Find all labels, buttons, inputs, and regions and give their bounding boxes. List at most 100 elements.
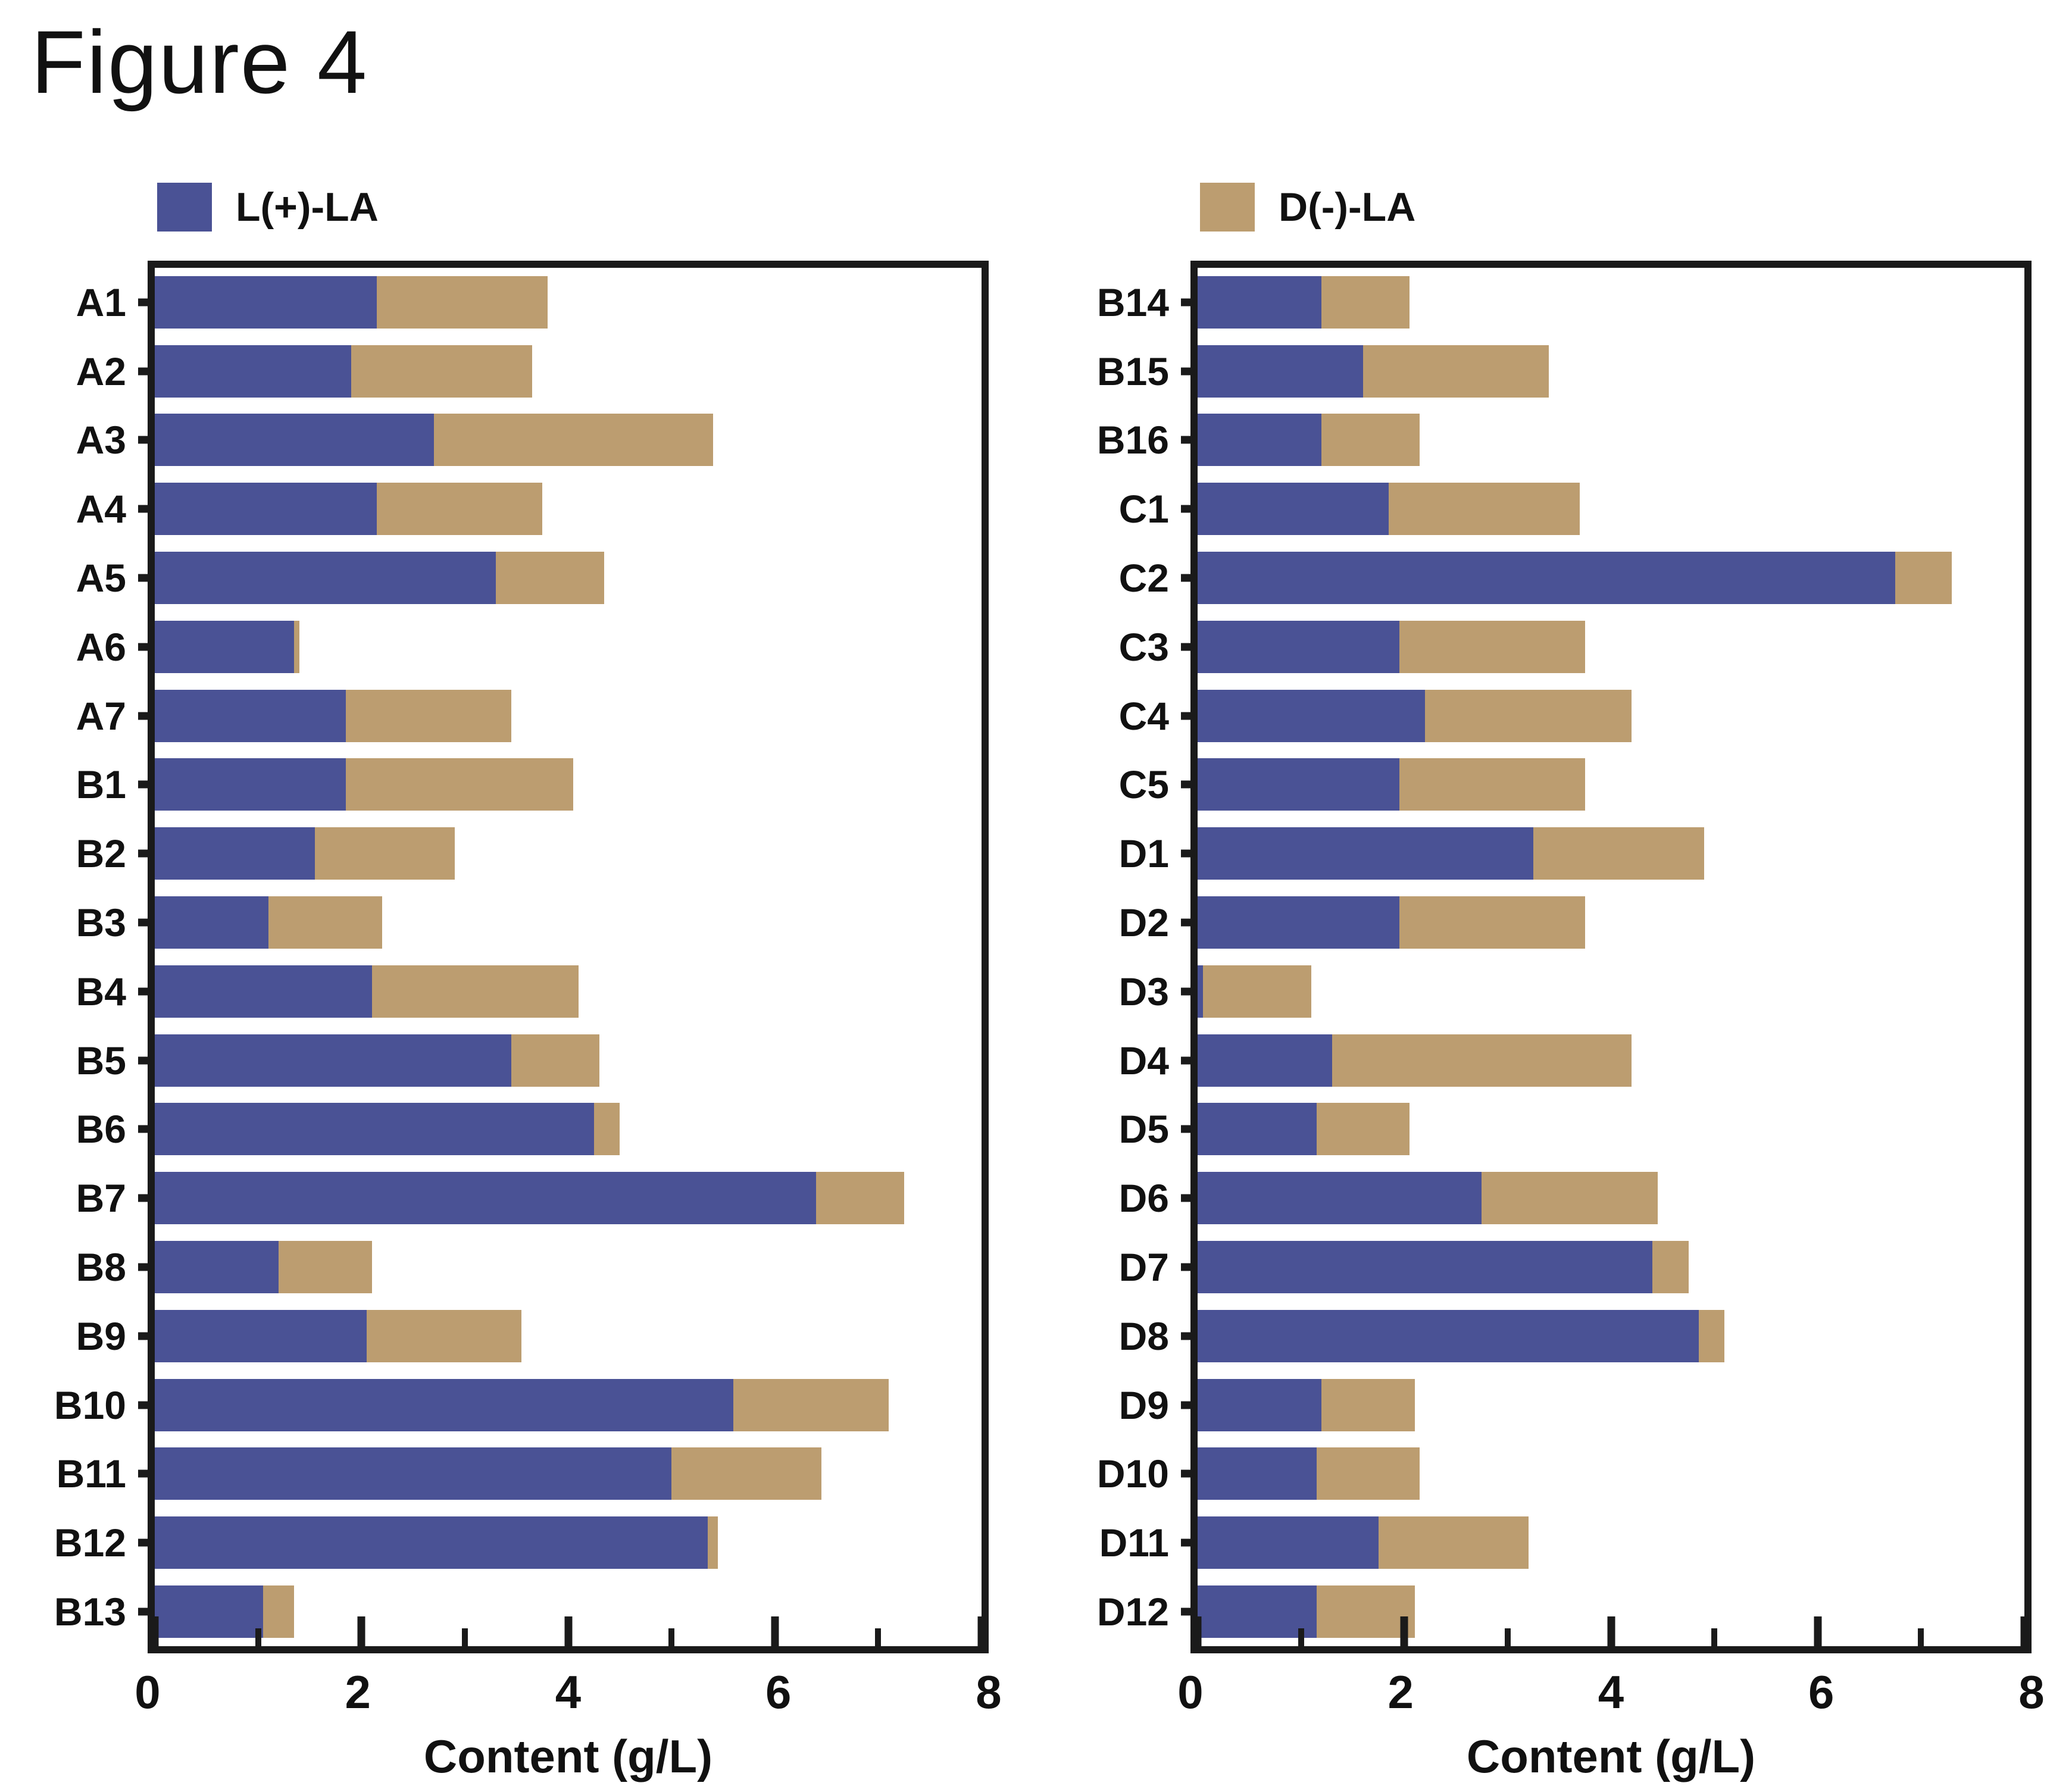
x-axis-title-right: Content (g/L)	[1466, 1730, 1756, 1782]
stacked-bar-D4	[1198, 1034, 2024, 1087]
x-minor-tick-5	[668, 1628, 675, 1646]
bar-row-D1: D1	[1119, 819, 2024, 888]
bar-segment-l-la-B5	[155, 1034, 511, 1087]
stacked-bar-B16	[1198, 414, 2024, 467]
category-tick-D1	[1181, 849, 1198, 858]
bar-segment-l-la-C2	[1198, 552, 1895, 605]
category-tick-D5	[1181, 1125, 1198, 1133]
bar-segment-l-la-B7	[155, 1172, 817, 1225]
bar-row-D4: D4	[1119, 1026, 2024, 1095]
category-tick-D9	[1181, 1401, 1198, 1409]
category-tick-D6	[1181, 1194, 1198, 1202]
category-tick-B3	[138, 918, 155, 927]
bar-segment-l-la-B4	[155, 965, 372, 1018]
bar-segment-l-la-D5	[1198, 1103, 1317, 1156]
stacked-bar-A3	[155, 414, 982, 467]
bar-row-B9: B9	[76, 1302, 982, 1371]
bar-segment-l-la-B1	[155, 758, 346, 811]
category-tick-A5	[138, 574, 155, 582]
category-label-B1: B1	[76, 762, 126, 807]
bar-segment-l-la-D11	[1198, 1516, 1379, 1569]
bar-segment-d-la-D11	[1378, 1516, 1529, 1569]
stacked-bar-A5	[155, 552, 982, 605]
category-label-D1: D1	[1118, 831, 1169, 876]
category-tick-A7	[138, 712, 155, 720]
bar-segment-l-la-A2	[155, 345, 351, 398]
category-tick-B9	[138, 1332, 155, 1340]
bar-segment-d-la-A6	[294, 620, 300, 673]
bar-row-A5: A5	[76, 543, 982, 612]
x-tick-label-6: 6	[1808, 1666, 1835, 1718]
x-tick-label-0: 0	[1177, 1666, 1204, 1718]
bar-row-A2: A2	[76, 337, 982, 406]
bar-segment-l-la-C5	[1198, 758, 1399, 811]
bar-segment-l-la-B10	[155, 1378, 734, 1431]
category-tick-C4	[1181, 712, 1198, 720]
bar-row-C4: C4	[1119, 681, 2024, 750]
category-label-D8: D8	[1118, 1313, 1169, 1358]
category-label-D12: D12	[1096, 1590, 1169, 1634]
stacked-bar-D12	[1198, 1585, 2024, 1638]
category-tick-B8	[138, 1263, 155, 1271]
x-tick-label-4: 4	[555, 1666, 582, 1718]
category-tick-D7	[1181, 1263, 1198, 1271]
stacked-bar-B4	[155, 965, 982, 1018]
category-tick-A6	[138, 643, 155, 651]
bar-segment-l-la-D1	[1198, 827, 1534, 880]
category-label-D5: D5	[1118, 1107, 1169, 1152]
category-label-D4: D4	[1118, 1038, 1169, 1083]
bar-segment-d-la-D7	[1652, 1241, 1689, 1294]
bar-row-C5: C5	[1119, 750, 2024, 820]
x-tick-label-6: 6	[765, 1666, 792, 1718]
category-label-B12: B12	[54, 1521, 126, 1565]
chart-panel-left: L(+)-LA A1 A2 A3 A4 A5 A6 A7 B1 B2 B3 B4 B5 B6 B7 B8 B9…	[54, 183, 1002, 1782]
bar-row-A3: A3	[76, 406, 982, 475]
category-tick-B5	[138, 1056, 155, 1065]
bar-segment-d-la-B14	[1321, 276, 1410, 329]
category-label-B13: B13	[54, 1590, 126, 1634]
bar-segment-d-la-B4	[371, 965, 579, 1018]
stacked-bar-B8	[155, 1241, 982, 1294]
bar-segment-l-la-B13	[155, 1585, 264, 1638]
stacked-bar-C3	[1198, 620, 2024, 673]
x-major-tick-2	[1400, 1616, 1408, 1646]
stacked-bar-B10	[155, 1378, 982, 1431]
stacked-bar-C1	[1198, 483, 2024, 536]
bar-segment-d-la-A5	[495, 552, 605, 605]
x-minor-tick-7	[1918, 1628, 1924, 1646]
category-tick-A2	[138, 367, 155, 376]
bar-row-A1: A1	[76, 268, 982, 337]
bar-row-B1: B1	[76, 750, 982, 820]
category-label-B10: B10	[54, 1383, 126, 1427]
stacked-bar-B13	[155, 1585, 982, 1638]
bar-row-C3: C3	[1119, 612, 2024, 681]
category-label-D9: D9	[1118, 1383, 1169, 1427]
stacked-bar-D10	[1198, 1447, 2024, 1500]
category-tick-B10	[138, 1401, 155, 1409]
bar-row-D11: D11	[1099, 1508, 2024, 1577]
bar-segment-l-la-D6	[1198, 1172, 1482, 1225]
legend-swatch-d-la	[1200, 183, 1255, 232]
bar-segment-d-la-B8	[279, 1241, 372, 1294]
bar-row-B4: B4	[76, 957, 982, 1026]
category-tick-B1	[138, 780, 155, 789]
bar-segment-d-la-D10	[1316, 1447, 1420, 1500]
x-major-tick-8	[977, 1616, 986, 1646]
x-major-tick-4	[1607, 1616, 1615, 1646]
bar-segment-l-la-B12	[155, 1516, 708, 1569]
category-label-A3: A3	[76, 418, 126, 462]
category-label-B6: B6	[76, 1107, 126, 1152]
bar-row-B15: B15	[1097, 337, 2024, 406]
bar-row-B11: B11	[57, 1440, 982, 1509]
bar-segment-d-la-D3	[1202, 965, 1311, 1018]
category-tick-D11	[1181, 1538, 1198, 1547]
x-tick-label-8: 8	[2018, 1666, 2045, 1718]
bar-segment-d-la-D6	[1482, 1172, 1658, 1225]
category-tick-D3	[1181, 987, 1198, 996]
x-major-tick-0	[151, 1616, 159, 1646]
bar-segment-d-la-C1	[1389, 483, 1580, 536]
bar-row-B13: B13	[54, 1577, 982, 1646]
category-label-B9: B9	[76, 1313, 126, 1358]
category-tick-D2	[1181, 918, 1198, 927]
x-tick-label-0: 0	[135, 1666, 161, 1718]
